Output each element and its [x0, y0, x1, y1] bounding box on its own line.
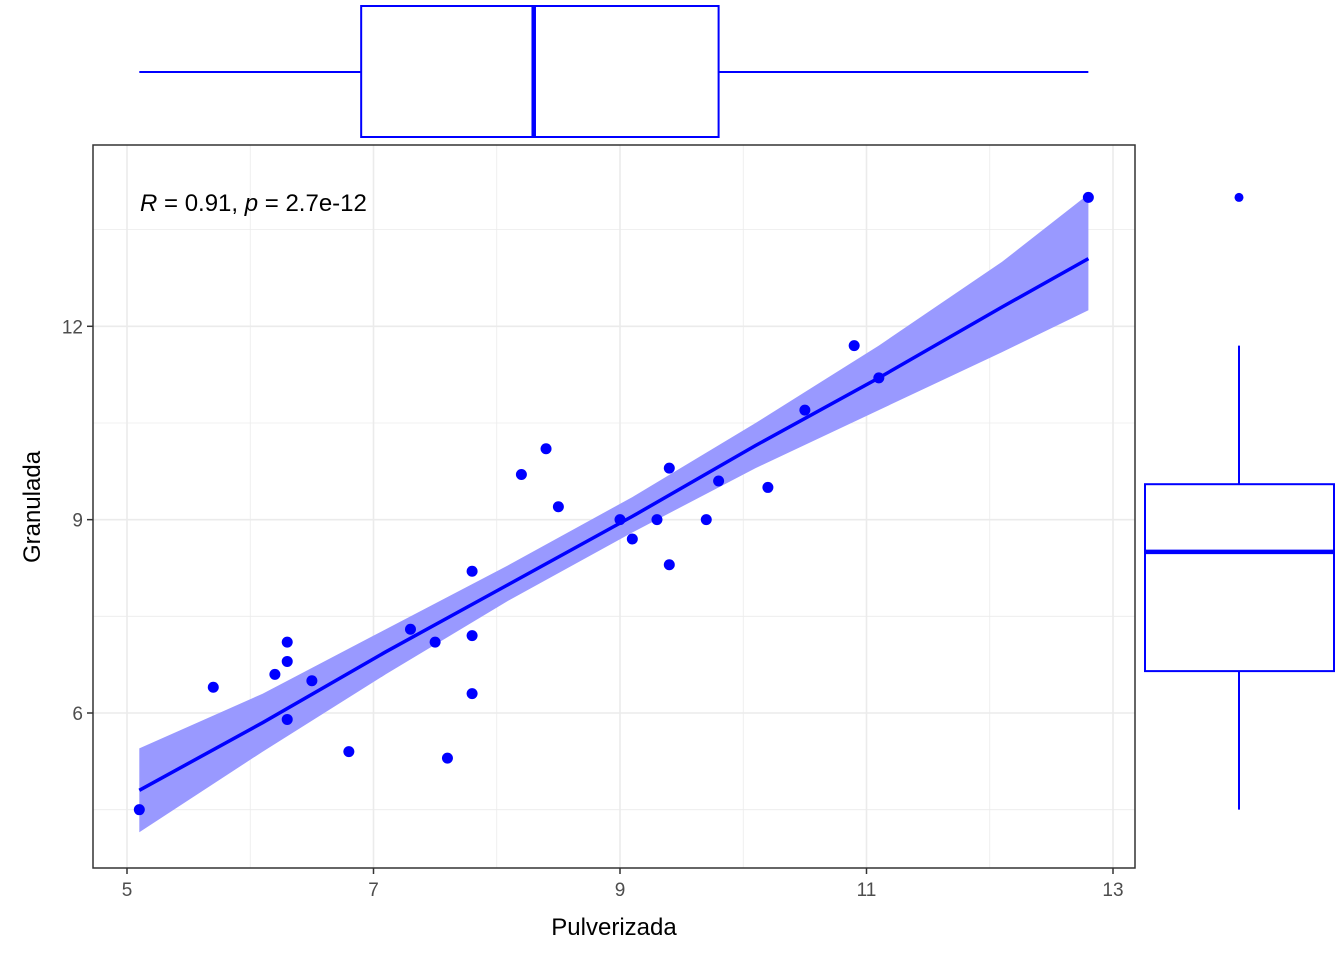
- confidence-band-area: [139, 194, 1089, 833]
- panel-border-rect: [92, 144, 1136, 869]
- data-point: [762, 481, 774, 493]
- y-axis-ticks: 6 9 12: [62, 317, 93, 725]
- data-point: [429, 636, 441, 648]
- p-value: = 2.7e-12: [258, 190, 367, 217]
- data-point: [207, 681, 219, 693]
- p-symbol: p: [244, 190, 258, 217]
- data-point: [540, 443, 552, 455]
- data-point: [848, 340, 860, 352]
- confidence-band: [139, 194, 1089, 833]
- data-point: [651, 514, 663, 526]
- x-tick-label: 13: [1102, 880, 1123, 901]
- regression-line: [138, 257, 1090, 792]
- data-point: [281, 636, 293, 648]
- data-point: [799, 404, 811, 416]
- data-point: [281, 655, 293, 667]
- data-point: [466, 688, 478, 700]
- data-point: [343, 746, 355, 758]
- data-point: [466, 565, 478, 577]
- data-point: [614, 514, 626, 526]
- x-tick-label: 7: [368, 880, 379, 901]
- data-point: [515, 469, 527, 481]
- data-point: [306, 675, 318, 687]
- x-tick-label: 5: [122, 880, 133, 901]
- x-tick-label: 11: [857, 880, 877, 901]
- regression-fit-line: [138, 257, 1090, 792]
- panel-border: [92, 144, 1136, 869]
- y-tick-label: 6: [72, 704, 83, 725]
- data-point: [663, 462, 675, 474]
- r-symbol: R: [140, 190, 157, 217]
- correlation-annotation: R = 0.91, p = 2.7e-12: [140, 190, 367, 217]
- data-point: [873, 372, 885, 384]
- data-point: [404, 623, 416, 635]
- data-point: [552, 501, 564, 513]
- data-point: [663, 559, 675, 571]
- data-point: [466, 630, 478, 642]
- data-point: [700, 514, 712, 526]
- y-axis-title: Granulada: [19, 450, 46, 563]
- r-value: = 0.91,: [157, 190, 244, 217]
- y-tick-label: 9: [72, 511, 83, 532]
- data-point: [133, 804, 145, 816]
- data-points: [133, 191, 1094, 816]
- data-point: [1082, 191, 1094, 203]
- data-point: [281, 713, 293, 725]
- x-tick-label: 9: [615, 880, 626, 901]
- data-point: [269, 668, 281, 680]
- y-box-outlier: [1234, 192, 1244, 202]
- data-point: [713, 475, 725, 487]
- x-axis-title: Pulverizada: [551, 914, 677, 941]
- data-point: [441, 752, 453, 764]
- x-box-iqr: [360, 5, 720, 138]
- x-marginal-boxplot: [139, 5, 1089, 138]
- y-marginal-boxplot: [1144, 192, 1335, 810]
- data-point: [626, 533, 638, 545]
- y-tick-label: 12: [62, 317, 83, 338]
- x-axis-ticks: 5 7 9 11 13: [122, 868, 1124, 901]
- y-box-iqr: [1144, 483, 1335, 673]
